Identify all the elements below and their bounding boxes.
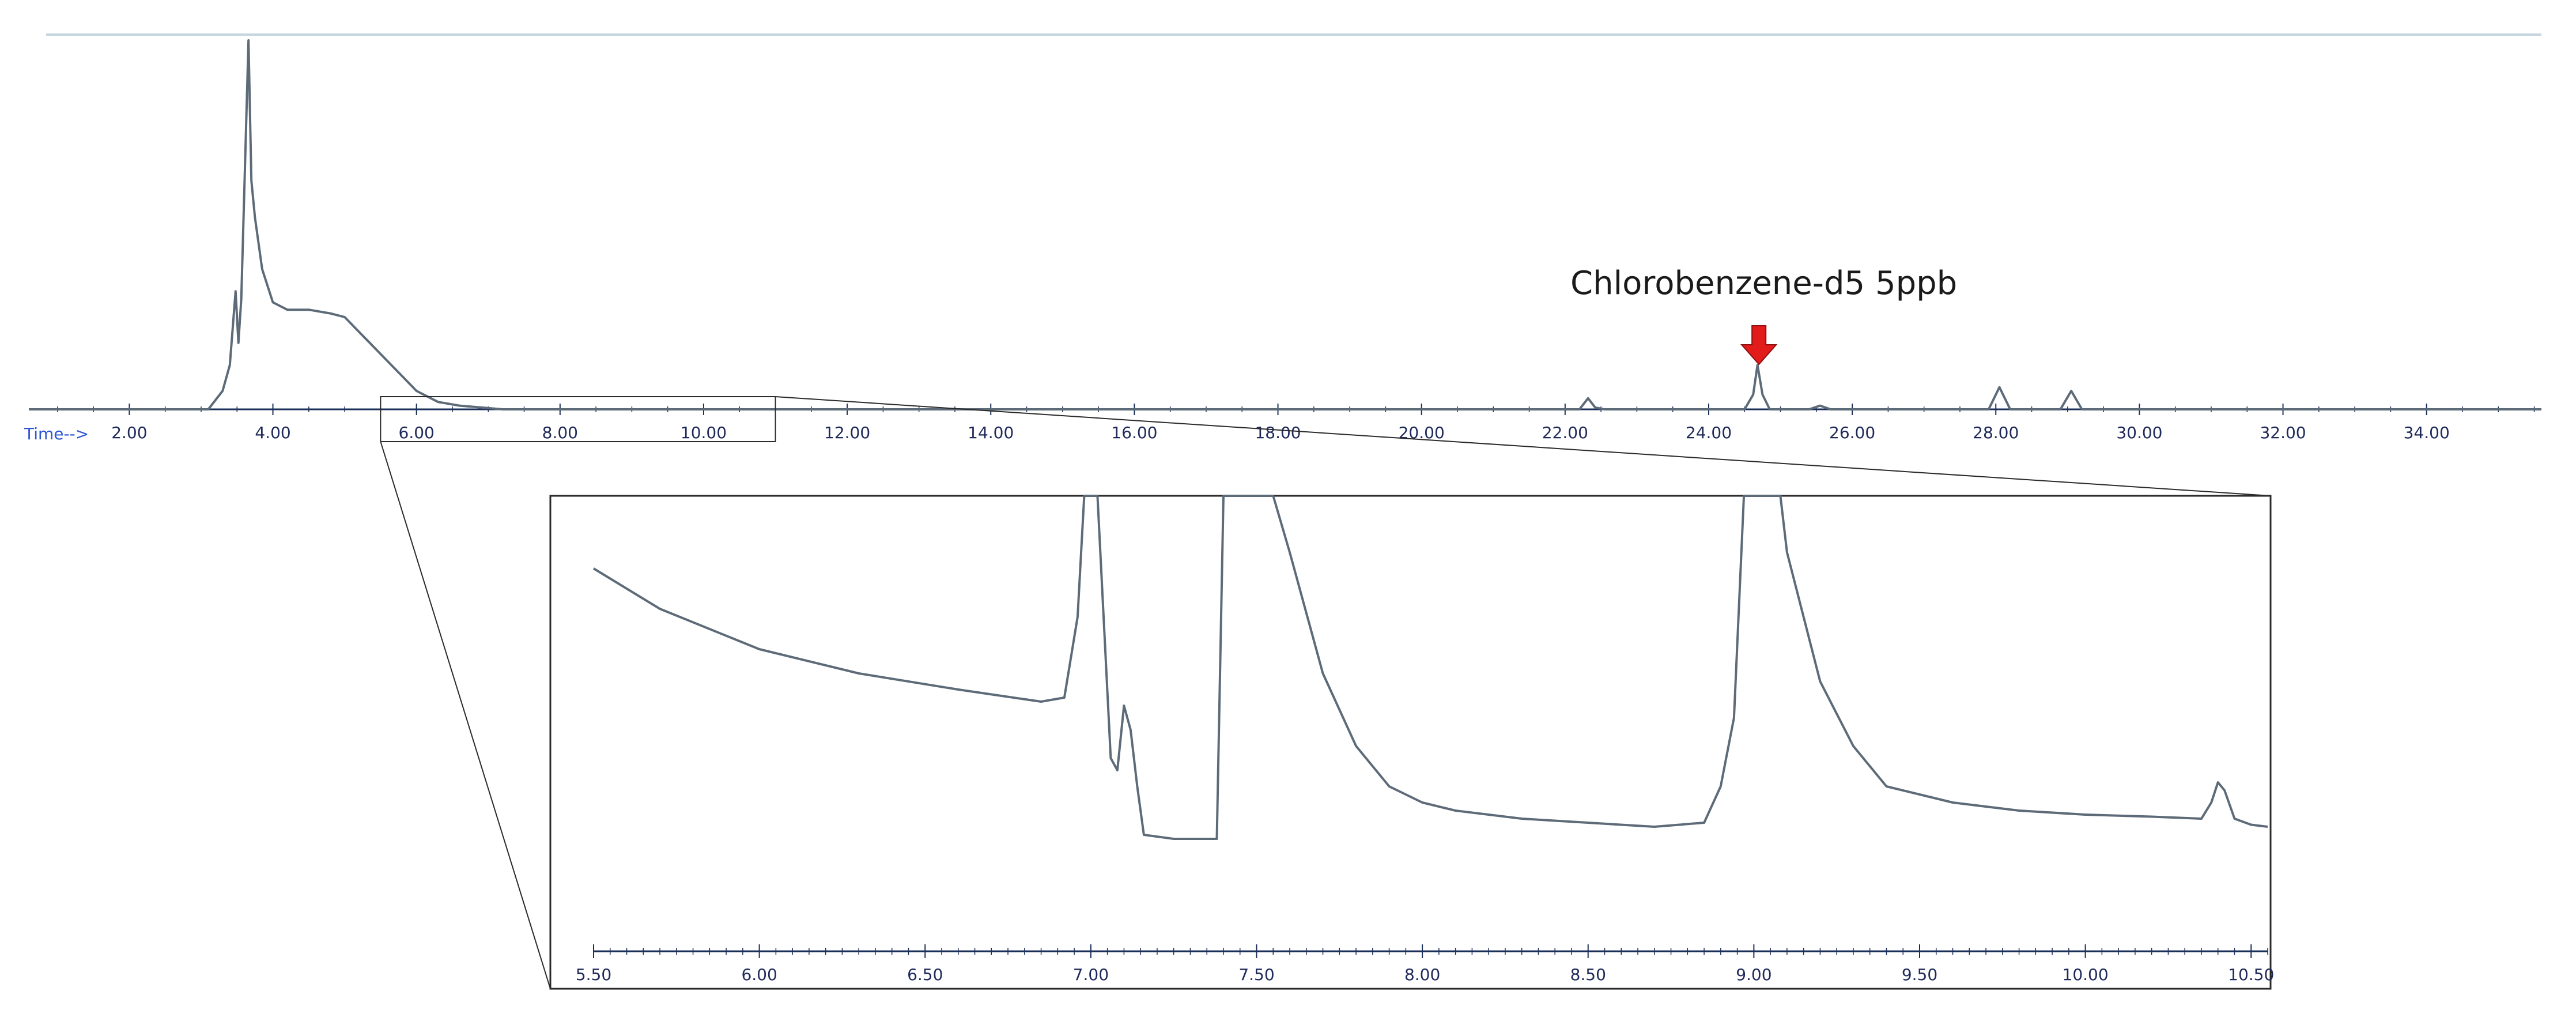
main-tick-label: 12.00: [824, 423, 870, 442]
time-axis-label: Time-->: [24, 424, 89, 443]
main-tick-label: 22.00: [1542, 423, 1588, 442]
inset-chromatogram: 5.50 6.00 6.50 7.00 7.50 8.00 8.50 9.00 9.50 10.0…: [549, 495, 2274, 990]
main-tick-label: 16.00: [1111, 423, 1157, 442]
main-tick-label: 32.00: [2260, 423, 2306, 442]
main-tick-label: 8.00: [542, 423, 578, 442]
inset-tick-label: 7.50: [1238, 965, 1274, 984]
inset-tick-label: 5.50: [576, 965, 611, 984]
inset-tick-label: 10.50: [2228, 965, 2274, 984]
annotation-arrow-icon: [1740, 325, 1778, 366]
main-tick-label: 4.00: [255, 423, 290, 442]
inset-signal-trace: [592, 495, 2268, 840]
main-tick-label: 2.00: [111, 423, 147, 442]
inset-tick-label: 7.00: [1073, 965, 1109, 984]
inset-tick-label: 6.00: [741, 965, 777, 984]
zoom-connector-right: [775, 396, 2271, 496]
main-tick-label: 10.00: [681, 423, 727, 442]
inset-tick-label: 9.50: [1902, 965, 1937, 984]
main-tick-label: 34.00: [2404, 423, 2450, 442]
main-tick-label: 14.00: [968, 423, 1014, 442]
main-tick-label: 24.00: [1686, 423, 1732, 442]
zoom-connectors: [380, 396, 2271, 989]
inset-tick-label: 8.00: [1404, 965, 1440, 984]
main-signal-trace: [29, 39, 2541, 410]
inset-tick-label: 6.50: [907, 965, 943, 984]
zoom-connector-left: [380, 441, 551, 989]
inset-tick-label: 10.00: [2063, 965, 2109, 984]
inset-frame: [549, 495, 2272, 990]
inset-tick-label: 9.00: [1736, 965, 1772, 984]
main-tick-label: 26.00: [1829, 423, 1875, 442]
inset-tick-label: 8.50: [1570, 965, 1606, 984]
compound-annotation-label: Chlorobenzene-d5 5ppb: [1570, 265, 1957, 302]
main-tick-label: 28.00: [1973, 423, 2019, 442]
main-tick-label: 30.00: [2116, 423, 2162, 442]
main-chromatogram: 2.00 4.00 6.00 8.00 10.00 12.00 14.00 16.00 18.0…: [29, 39, 2541, 442]
main-tick-label: 18.00: [1255, 423, 1301, 442]
zoom-window-box: [380, 396, 776, 442]
main-tick-label: 6.00: [399, 423, 435, 442]
